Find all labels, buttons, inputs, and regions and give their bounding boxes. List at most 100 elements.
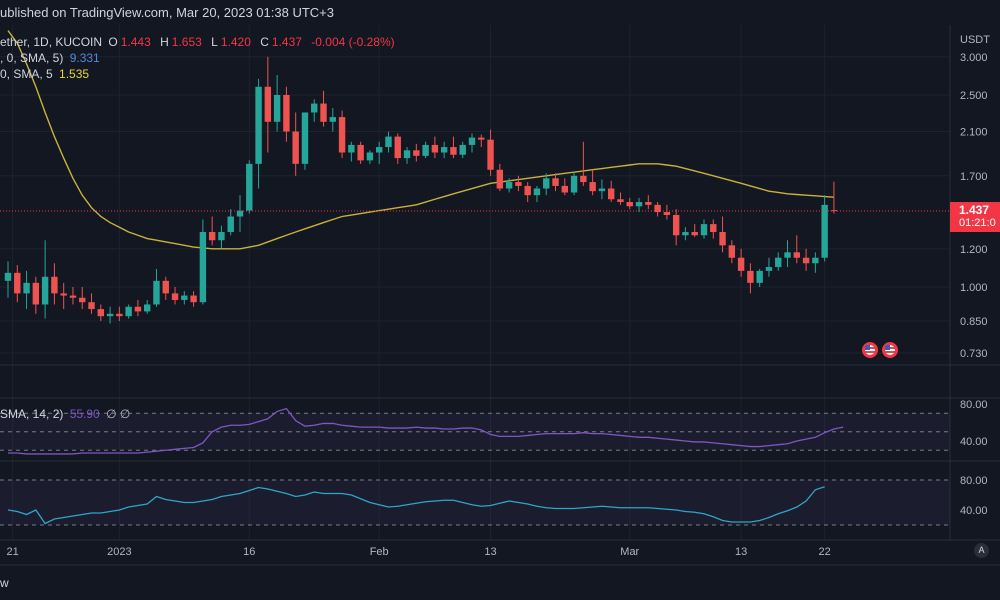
indicator-legend-2[interactable]: 0, SMA, 5 1.535: [0, 67, 92, 81]
high-value: 1.653: [171, 35, 202, 49]
candle: [171, 287, 179, 305]
candle-body: [273, 95, 281, 122]
candle-body: [598, 188, 606, 192]
symbol-name[interactable]: ether, 1D, KUCOIN: [0, 35, 103, 49]
candle: [329, 107, 336, 132]
candle: [533, 185, 541, 203]
candle: [311, 99, 318, 122]
candle-body: [236, 210, 244, 217]
rsi-label: SMA, 14, 2): [0, 407, 64, 421]
axis-layer: USDT 3.000 2.500 2.100 1.700 1.200 1.000 0.850 0…: [7, 34, 991, 558]
candle: [431, 136, 439, 159]
price-tick-label: 1.200: [960, 244, 988, 256]
candle: [440, 141, 448, 159]
candle: [663, 204, 671, 220]
currency-label: USDT: [960, 34, 990, 46]
time-tick-label: 16: [243, 546, 255, 558]
candle: [515, 175, 522, 192]
candle-body: [608, 188, 615, 200]
rsi-pane: [0, 407, 950, 455]
candle: [459, 141, 466, 159]
candle: [654, 202, 661, 217]
candle: [144, 299, 151, 314]
candle-body: [320, 103, 327, 122]
candle: [125, 304, 132, 319]
indicator-1-label: , 0, SMA, 5): [0, 51, 64, 65]
price-tick-label: 2.500: [960, 90, 988, 102]
candle-body: [765, 267, 773, 271]
candle: [264, 56, 272, 153]
candle-body: [552, 178, 559, 186]
candle-body: [635, 202, 643, 207]
candle-body: [830, 210, 838, 212]
candle-body: [227, 216, 234, 233]
candle: [737, 248, 745, 277]
change-value: -0.004 (-0.28%): [311, 35, 395, 49]
candle: [366, 150, 374, 164]
candle: [14, 265, 21, 303]
price-tick-label: 0.730: [960, 348, 988, 360]
candle: [153, 268, 160, 307]
candle: [580, 141, 587, 186]
candle: [385, 131, 392, 153]
candle-body: [144, 304, 151, 312]
candle: [199, 219, 207, 305]
candle: [97, 304, 104, 322]
moving-average-line: [7, 30, 834, 250]
candle-body: [672, 215, 680, 236]
candle: [747, 263, 754, 294]
price-tick-label: 2.100: [960, 127, 988, 139]
candle-body: [97, 309, 104, 317]
candle-body: [589, 182, 596, 192]
indicator-legend-1[interactable]: , 0, SMA, 5) 9.331: [0, 51, 103, 65]
us-flag-event-icon[interactable]: [882, 342, 898, 358]
candle: [273, 75, 281, 132]
candle-body: [710, 224, 717, 233]
candle: [617, 192, 624, 205]
low-label: L: [211, 35, 218, 49]
indicator-2-label: 0, SMA, 5: [0, 67, 53, 81]
time-tick-label: 13: [735, 546, 747, 558]
rsi-extra: ∅ ∅: [106, 407, 131, 421]
candle: [403, 147, 411, 164]
candle-body: [793, 252, 800, 258]
candle-body: [125, 306, 132, 317]
candle: [134, 299, 142, 317]
candle-body: [116, 313, 123, 317]
candle-body: [459, 144, 466, 155]
rsi-legend[interactable]: SMA, 14, 2) 55.90 ∅ ∅: [0, 407, 133, 421]
auto-scale-button[interactable]: A: [974, 543, 989, 558]
candle: [505, 178, 513, 193]
rsi-tick-label: 80.00: [960, 399, 988, 411]
high-label: H: [160, 35, 169, 49]
candle-body: [4, 272, 12, 281]
candle-body: [775, 257, 782, 268]
price-tick-label: 0.850: [960, 316, 988, 328]
candle-body: [171, 293, 179, 300]
candle: [162, 276, 169, 300]
candle: [41, 240, 49, 319]
candle-body: [784, 252, 791, 258]
candle: [23, 270, 30, 310]
candle: [793, 235, 800, 264]
candle-body: [580, 175, 587, 183]
candle: [487, 129, 494, 176]
us-flag-event-icon[interactable]: [862, 342, 878, 358]
candle-body: [79, 297, 86, 303]
candle-body: [719, 232, 726, 246]
candle: [672, 209, 680, 246]
candle: [394, 133, 401, 164]
candle-body: [69, 295, 77, 298]
candle: [561, 178, 568, 196]
time-tick-label: Feb: [370, 546, 389, 558]
candle-body: [422, 144, 429, 156]
candle: [700, 219, 708, 239]
candle-body: [654, 204, 661, 213]
candle: [246, 160, 253, 214]
price-tick-label: 1.700: [960, 171, 988, 183]
candle: [357, 141, 364, 164]
candle-body: [802, 257, 810, 264]
candle-body: [255, 86, 262, 164]
candle: [626, 197, 633, 210]
